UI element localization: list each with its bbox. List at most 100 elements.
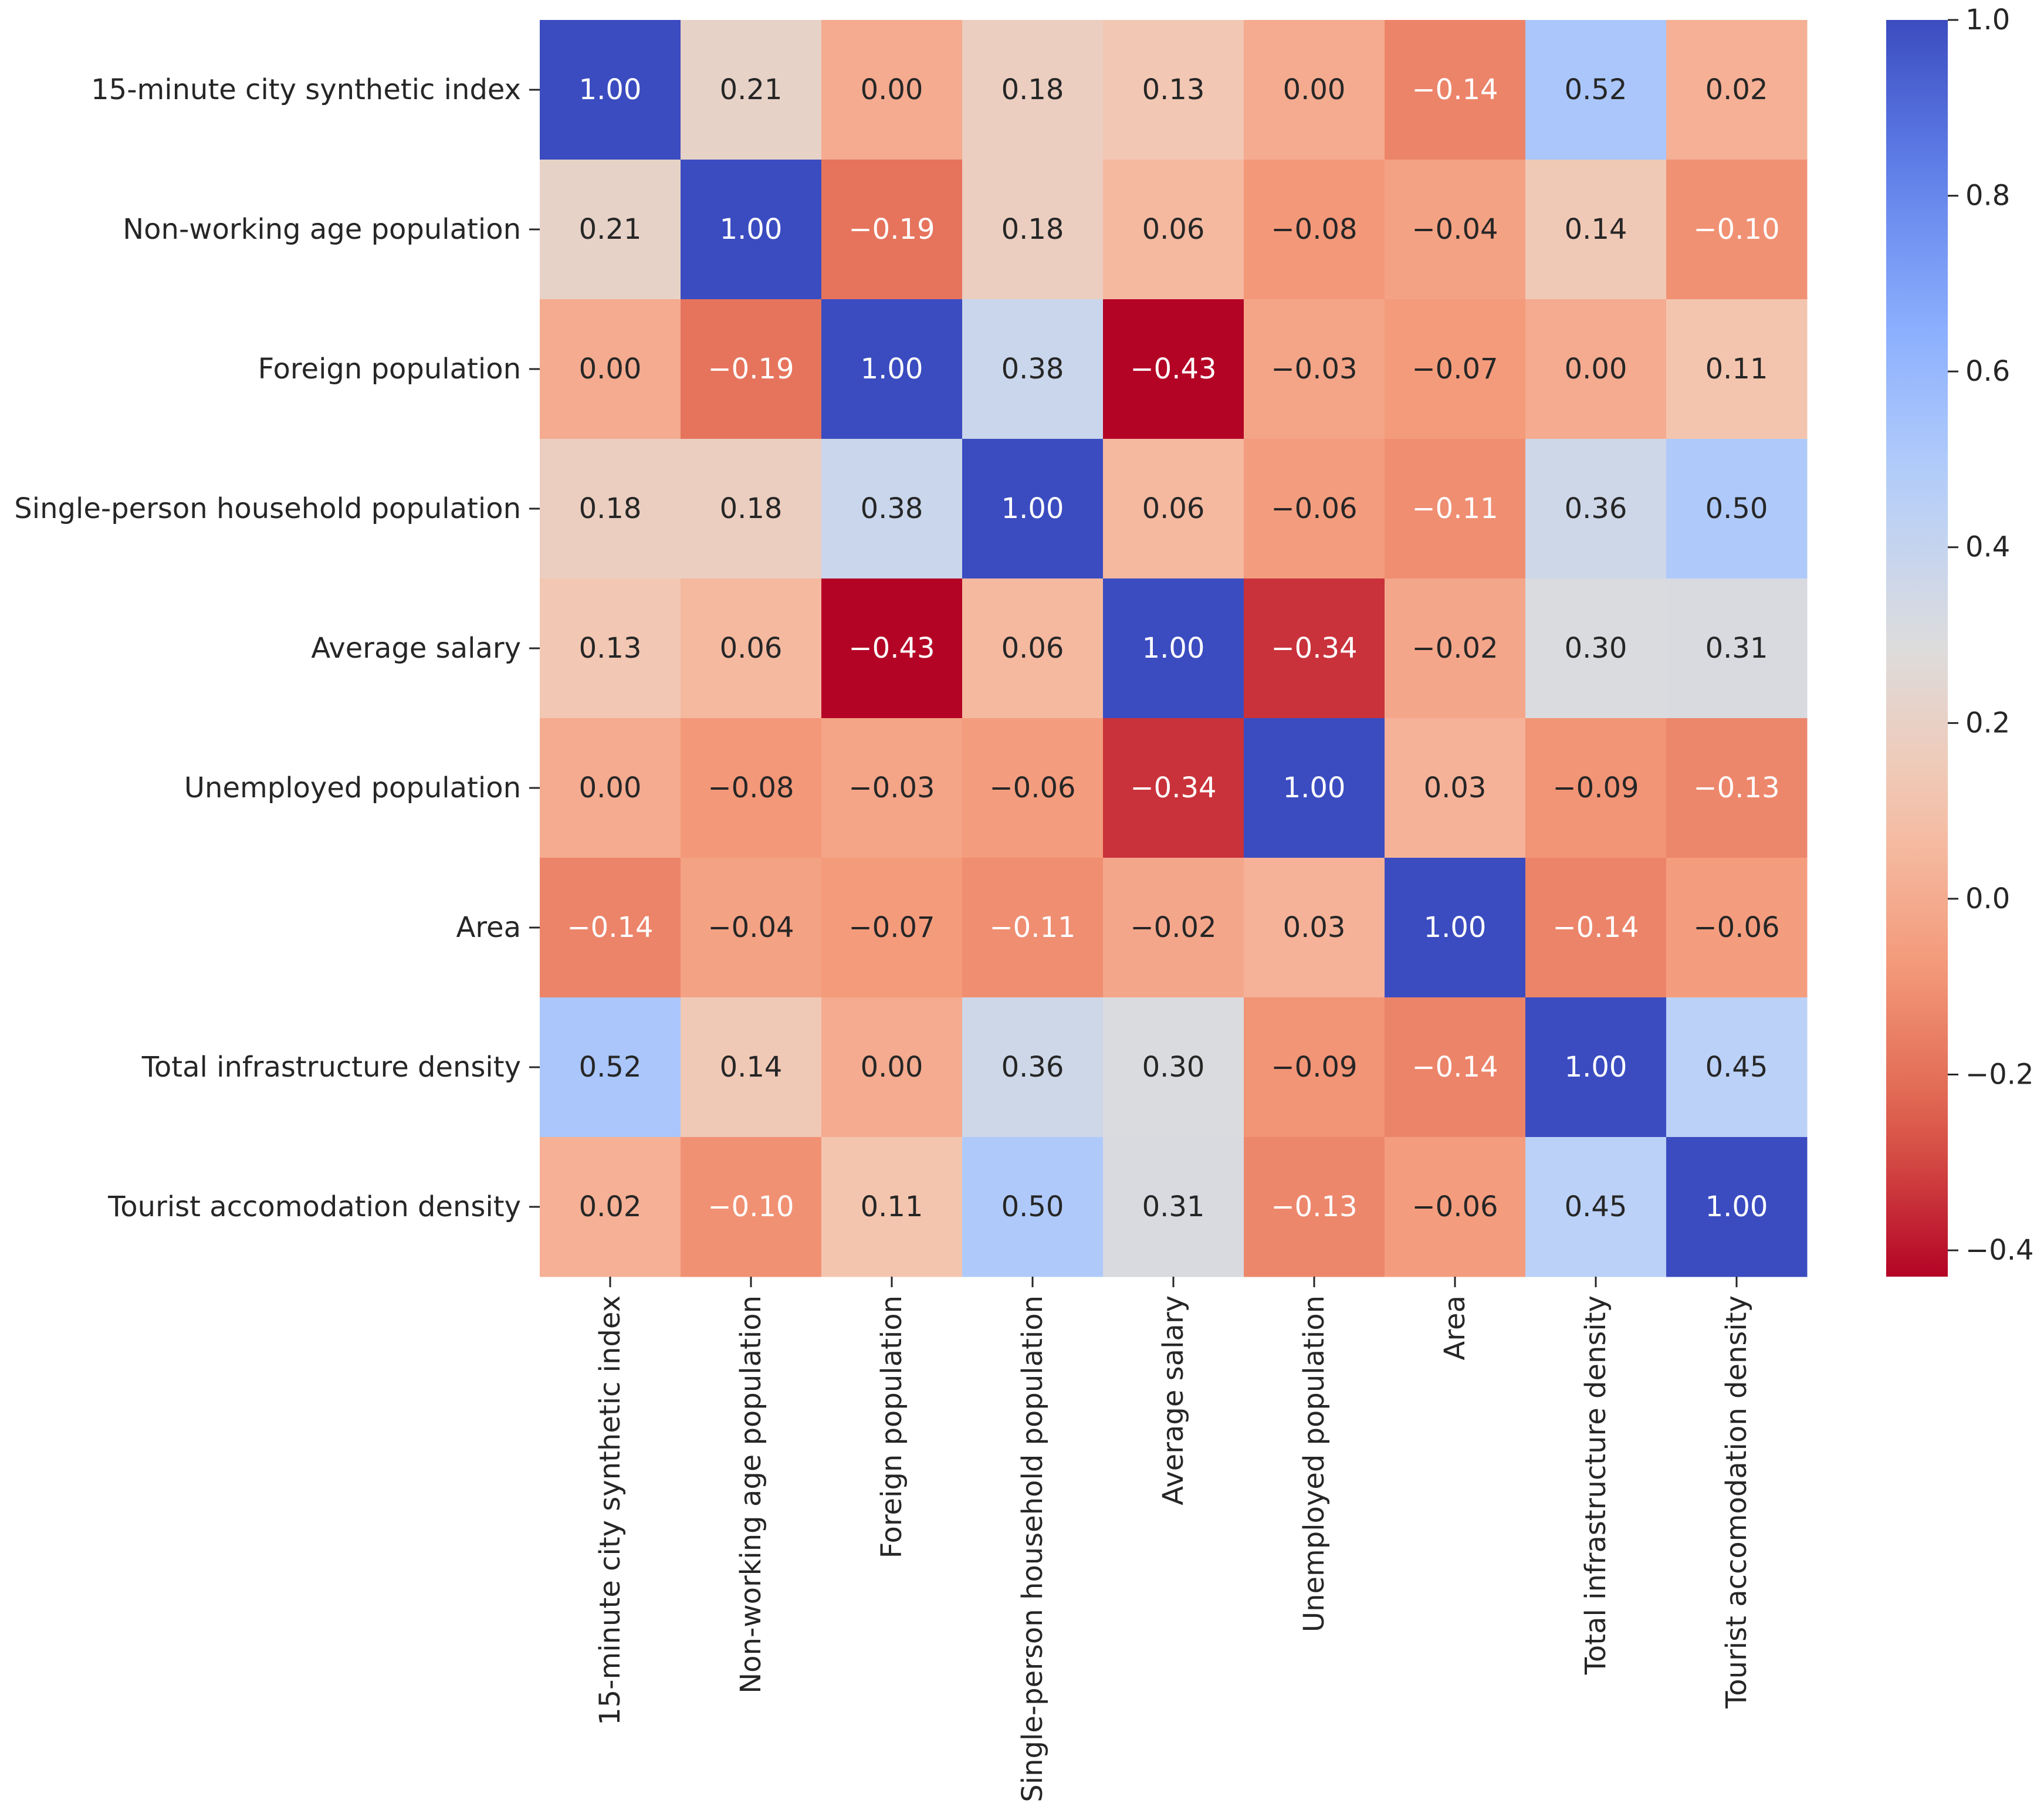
- heatmap-cell-r5-c7: [1525, 718, 1667, 858]
- cell-value-label: 1.00: [1565, 1051, 1627, 1084]
- heatmap-cell-r6-c5: [1244, 858, 1385, 998]
- colorbar-tick-label: 0.4: [1965, 531, 2010, 564]
- cell-value-label: −0.06: [1693, 911, 1779, 944]
- cell-value-label: −0.13: [1271, 1190, 1357, 1223]
- cell-value-label: 0.13: [1142, 73, 1205, 106]
- heatmap-cell-r1-c7: [1525, 160, 1667, 300]
- heatmap-cell-r5-c8: [1666, 718, 1808, 858]
- heatmap-cell-r1-c5: [1244, 160, 1385, 300]
- colorbar-gradient: [1886, 20, 1948, 1277]
- heatmap-cell-r3-c2: [821, 439, 963, 579]
- heatmap-cell-r2-c5: [1244, 299, 1385, 439]
- heatmap-cell-r7-c1: [681, 997, 822, 1138]
- heatmap-cell-r2-c4: [1103, 299, 1244, 439]
- heatmap-cell-r5-c6: [1385, 718, 1526, 858]
- cell-value-label: 0.00: [1283, 73, 1346, 106]
- cell-value-label: −0.02: [1412, 632, 1498, 665]
- cell-value-label: −0.11: [1412, 492, 1498, 525]
- heatmap-cell-r2-c6: [1385, 299, 1526, 439]
- cell-value-label: −0.04: [708, 911, 794, 944]
- heatmap-cell-r7-c8: [1666, 997, 1808, 1138]
- heatmap-cell-r6-c2: [821, 858, 963, 998]
- heatmap-cell-r3-c5: [1244, 439, 1385, 579]
- heatmap-cell-r7-c2: [821, 997, 963, 1138]
- y-axis-tick-labels: 15-minute city synthetic index Non-workin…: [14, 73, 540, 1223]
- cell-value-label: −0.07: [848, 911, 935, 944]
- heatmap-cell-r0-c3: [962, 20, 1104, 160]
- heatmap-cell-r3-c3: [962, 439, 1104, 579]
- cell-value-label: 1.00: [579, 73, 642, 106]
- heatmap-cell-r3-c4: [1103, 439, 1244, 579]
- cell-value-label: −0.34: [1130, 772, 1216, 804]
- cell-value-label: 0.03: [1424, 772, 1487, 804]
- heatmap-cell-r1-c8: [1666, 160, 1808, 300]
- cell-value-label: 0.18: [1001, 73, 1064, 106]
- heatmap-cell-r4-c1: [681, 578, 822, 719]
- cell-value-label: −0.09: [1552, 772, 1639, 804]
- cell-value-label: 0.31: [1142, 1190, 1205, 1223]
- cell-value-label: 1.00: [1283, 772, 1346, 804]
- cell-value-label: 0.38: [861, 492, 923, 525]
- heatmap-cell-r6-c4: [1103, 858, 1244, 998]
- cell-value-label: 0.00: [579, 353, 642, 385]
- heatmap-cell-r3-c8: [1666, 439, 1808, 579]
- cell-value-label: −0.03: [1271, 353, 1357, 385]
- cell-value-label: 0.03: [1283, 911, 1346, 944]
- cell-value-label: 0.52: [1565, 73, 1627, 106]
- heatmap-cell-r8-c8: [1666, 1137, 1808, 1277]
- heatmap-cell-r6-c0: [540, 858, 681, 998]
- heatmap-cell-r5-c0: [540, 718, 681, 858]
- heatmap-cell-r6-c7: [1525, 858, 1667, 998]
- y-tick-label-total-infrastructure-density: Total infrastructure density: [141, 1051, 521, 1084]
- heatmap-cell-r8-c3: [962, 1137, 1104, 1277]
- heatmap-cell-r3-c0: [540, 439, 681, 579]
- y-tick-label-area: Area: [456, 911, 521, 944]
- y-tick-label-foreign-population: Foreign population: [258, 353, 521, 385]
- heatmap-cell-r6-c3: [962, 858, 1104, 998]
- cell-value-label: 0.45: [1705, 1051, 1768, 1084]
- cell-value-label: 0.06: [1142, 492, 1205, 525]
- x-axis-tick-labels: 15-minute city synthetic index Non-workin…: [594, 1277, 1753, 1802]
- colorbar-ticks: −0.4 −0.2 0.0 0.2 0.4 0.6 0.8 1.0: [1948, 4, 2034, 1267]
- heatmap-cell-r1-c1: [681, 160, 822, 300]
- cell-value-label: 0.00: [861, 73, 923, 106]
- cell-value-label: 0.02: [1705, 73, 1768, 106]
- x-tick-label-15-minute-city-synthetic-index: 15-minute city synthetic index: [594, 1295, 627, 1725]
- y-tick-label-15-minute-city-synthetic-index: 15-minute city synthetic index: [91, 73, 521, 106]
- cell-value-label: 0.50: [1705, 492, 1768, 525]
- heatmap-cell-r4-c2: [821, 578, 963, 719]
- heatmap-cell-r6-c8: [1666, 858, 1808, 998]
- heatmap-cells: 1.00 0.21 0.00 0.18 0.13 0.00 −0.14 0.52 0.02 0.2…: [540, 20, 1808, 1277]
- cell-value-label: 0.52: [579, 1051, 642, 1084]
- cell-value-label: 1.00: [720, 213, 783, 246]
- cell-value-label: −0.10: [1693, 213, 1779, 246]
- heatmap-cell-r7-c5: [1244, 997, 1385, 1138]
- cell-value-label: −0.06: [1412, 1190, 1498, 1223]
- heatmap-cell-r7-c0: [540, 997, 681, 1138]
- cell-value-label: 0.13: [579, 632, 642, 665]
- heatmap-cell-r2-c1: [681, 299, 822, 439]
- cell-value-label: −0.11: [989, 911, 1075, 944]
- cell-value-label: 1.00: [1424, 911, 1487, 944]
- cell-value-label: −0.09: [1271, 1051, 1357, 1084]
- heatmap-cell-r1-c2: [821, 160, 963, 300]
- y-tick-label-tourist-accomodation-density: Tourist accomodation density: [107, 1190, 521, 1223]
- cell-value-label: −0.08: [1271, 213, 1357, 246]
- x-tick-label-foreign-population: Foreign population: [875, 1295, 908, 1558]
- heatmap-cell-r0-c6: [1385, 20, 1526, 160]
- cell-value-label: −0.06: [989, 772, 1075, 804]
- cell-value-label: 0.11: [1705, 353, 1768, 385]
- heatmap-cell-r4-c7: [1525, 578, 1667, 719]
- heatmap-cell-r4-c6: [1385, 578, 1526, 719]
- cell-value-label: −0.14: [1412, 73, 1498, 106]
- cell-value-label: 0.06: [1142, 213, 1205, 246]
- heatmap-cell-r0-c4: [1103, 20, 1244, 160]
- cell-value-label: −0.43: [848, 632, 935, 665]
- cell-value-label: 0.14: [1565, 213, 1627, 246]
- cell-value-label: 0.36: [1565, 492, 1627, 525]
- heatmap-cell-r0-c5: [1244, 20, 1385, 160]
- heatmap-cell-r0-c1: [681, 20, 822, 160]
- heatmap-cell-r8-c6: [1385, 1137, 1526, 1277]
- cell-value-label: 1.00: [1142, 632, 1205, 665]
